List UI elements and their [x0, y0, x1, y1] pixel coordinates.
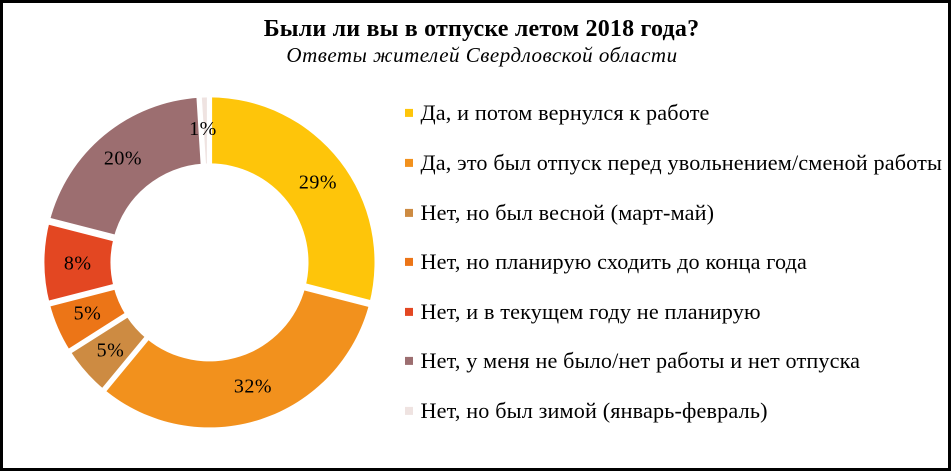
svg-text:8%: 8% [64, 253, 92, 275]
svg-text:29%: 29% [299, 172, 337, 194]
svg-text:5%: 5% [74, 302, 102, 324]
svg-text:20%: 20% [104, 148, 142, 170]
svg-text:1%: 1% [189, 118, 217, 140]
svg-text:32%: 32% [234, 376, 272, 398]
svg-text:5%: 5% [97, 340, 125, 362]
